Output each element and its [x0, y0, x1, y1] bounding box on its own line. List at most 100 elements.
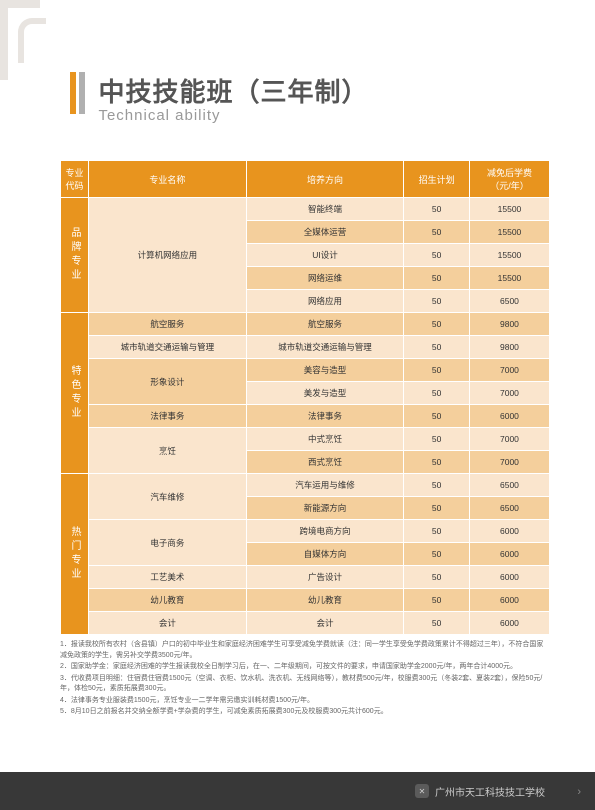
- category-cell: 特色专业: [61, 313, 89, 474]
- fee-cell: 9800: [469, 336, 549, 359]
- direction-cell: 法律事务: [246, 405, 404, 428]
- wechat-icon: ✕: [415, 784, 429, 798]
- fee-cell: 6500: [469, 290, 549, 313]
- page-title: 中技技能班（三年制）: [98, 72, 368, 109]
- plan-cell: 50: [404, 474, 470, 497]
- corner-decoration: [0, 0, 50, 90]
- direction-cell: 网络运维: [246, 267, 404, 290]
- column-header: 减免后学费（元/年）: [469, 161, 549, 198]
- footnote-item: 4．法律事务专业服装费1500元，烹饪专业一二学年需另缴实训耗材费1500元/年…: [60, 696, 550, 707]
- footnote-item: 2．国家助学金：家庭经济困难的学生报读我校全日制学习后，在一、二年级期间，可按文…: [60, 662, 550, 673]
- direction-cell: 城市轨道交通运输与管理: [246, 336, 404, 359]
- table-row: 品牌专业计算机网络应用智能终端5015500: [61, 198, 550, 221]
- title-block: 中技技能班（三年制） Technical ability: [70, 72, 368, 124]
- fee-cell: 6500: [469, 474, 549, 497]
- column-header: 专业名称: [89, 161, 247, 198]
- plan-cell: 50: [404, 336, 470, 359]
- table-row: 城市轨道交通运输与管理城市轨道交通运输与管理509800: [61, 336, 550, 359]
- plan-cell: 50: [404, 290, 470, 313]
- fee-cell: 6500: [469, 497, 549, 520]
- direction-cell: 幼儿教育: [246, 589, 404, 612]
- fee-cell: 6000: [469, 543, 549, 566]
- plan-cell: 50: [404, 612, 470, 635]
- plan-cell: 50: [404, 520, 470, 543]
- category-cell: 热门专业: [61, 474, 89, 635]
- fee-cell: 7000: [469, 451, 549, 474]
- plan-cell: 50: [404, 313, 470, 336]
- major-cell: 形象设计: [89, 359, 247, 405]
- plan-cell: 50: [404, 497, 470, 520]
- fee-cell: 7000: [469, 359, 549, 382]
- direction-cell: UI设计: [246, 244, 404, 267]
- fee-cell: 15500: [469, 198, 549, 221]
- fee-cell: 15500: [469, 221, 549, 244]
- programs-table: 专业代码专业名称培养方向招生计划减免后学费（元/年）品牌专业计算机网络应用智能终…: [60, 160, 550, 635]
- accent-bar-orange: [70, 72, 76, 114]
- footer-bar: ✕ 广州市天工科技技工学校 ›: [0, 772, 595, 810]
- plan-cell: 50: [404, 566, 470, 589]
- direction-cell: 会计: [246, 612, 404, 635]
- fee-cell: 6000: [469, 405, 549, 428]
- plan-cell: 50: [404, 589, 470, 612]
- accent-bar-gray: [79, 72, 85, 114]
- column-header: 专业代码: [61, 161, 89, 198]
- major-cell: 计算机网络应用: [89, 198, 247, 313]
- major-cell: 会计: [89, 612, 247, 635]
- table-row: 烹饪中式烹饪507000: [61, 428, 550, 451]
- table-row: 工艺美术广告设计506000: [61, 566, 550, 589]
- major-cell: 烹饪: [89, 428, 247, 474]
- plan-cell: 50: [404, 359, 470, 382]
- fee-cell: 9800: [469, 313, 549, 336]
- direction-cell: 西式烹饪: [246, 451, 404, 474]
- direction-cell: 跨境电商方向: [246, 520, 404, 543]
- footer-text: 广州市天工科技技工学校: [435, 784, 545, 799]
- plan-cell: 50: [404, 221, 470, 244]
- table-row: 特色专业航空服务航空服务509800: [61, 313, 550, 336]
- chevron-right-icon: ›: [577, 786, 581, 798]
- page-subtitle: Technical ability: [98, 107, 368, 124]
- plan-cell: 50: [404, 244, 470, 267]
- direction-cell: 美发与造型: [246, 382, 404, 405]
- direction-cell: 中式烹饪: [246, 428, 404, 451]
- major-cell: 电子商务: [89, 520, 247, 566]
- table-row: 形象设计美容与造型507000: [61, 359, 550, 382]
- fee-cell: 6000: [469, 520, 549, 543]
- plan-cell: 50: [404, 428, 470, 451]
- direction-cell: 广告设计: [246, 566, 404, 589]
- column-header: 招生计划: [404, 161, 470, 198]
- plan-cell: 50: [404, 543, 470, 566]
- major-cell: 城市轨道交通运输与管理: [89, 336, 247, 359]
- fee-cell: 6000: [469, 589, 549, 612]
- fee-cell: 15500: [469, 244, 549, 267]
- plan-cell: 50: [404, 405, 470, 428]
- direction-cell: 新能源方向: [246, 497, 404, 520]
- direction-cell: 汽车运用与维修: [246, 474, 404, 497]
- table-row: 法律事务法律事务506000: [61, 405, 550, 428]
- fee-cell: 7000: [469, 382, 549, 405]
- direction-cell: 智能终端: [246, 198, 404, 221]
- fee-cell: 15500: [469, 267, 549, 290]
- table-row: 电子商务跨境电商方向506000: [61, 520, 550, 543]
- table-header-row: 专业代码专业名称培养方向招生计划减免后学费（元/年）: [61, 161, 550, 198]
- table-row: 幼儿教育幼儿教育506000: [61, 589, 550, 612]
- footnote-item: 5．8月10日之前报名并交纳全额学费+学杂费的学生，可减免素质拓展费300元及校…: [60, 707, 550, 718]
- plan-cell: 50: [404, 451, 470, 474]
- fee-cell: 7000: [469, 428, 549, 451]
- major-cell: 航空服务: [89, 313, 247, 336]
- direction-cell: 美容与造型: [246, 359, 404, 382]
- plan-cell: 50: [404, 267, 470, 290]
- fee-cell: 6000: [469, 566, 549, 589]
- direction-cell: 航空服务: [246, 313, 404, 336]
- major-cell: 汽车维修: [89, 474, 247, 520]
- direction-cell: 全媒体运营: [246, 221, 404, 244]
- major-cell: 幼儿教育: [89, 589, 247, 612]
- footnote-item: 1．报读我校所有农村（含县镇）户口的初中毕业生和家庭经济困难学生可享受减免学费就…: [60, 640, 550, 661]
- major-cell: 工艺美术: [89, 566, 247, 589]
- direction-cell: 网络应用: [246, 290, 404, 313]
- plan-cell: 50: [404, 198, 470, 221]
- category-cell: 品牌专业: [61, 198, 89, 313]
- major-cell: 法律事务: [89, 405, 247, 428]
- table-row: 热门专业汽车维修汽车运用与维修506500: [61, 474, 550, 497]
- column-header: 培养方向: [246, 161, 404, 198]
- fee-cell: 6000: [469, 612, 549, 635]
